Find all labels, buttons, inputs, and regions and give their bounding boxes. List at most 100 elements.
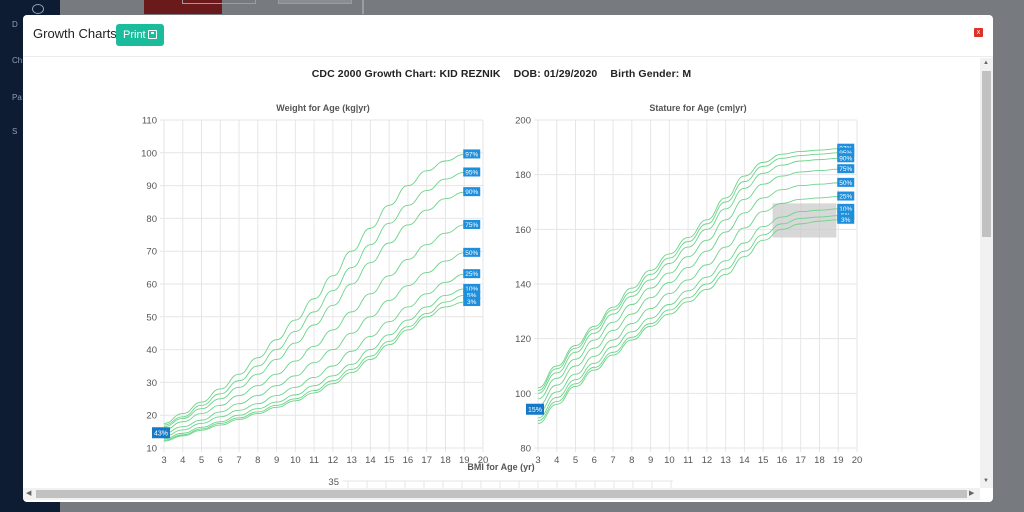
percentile-label-box <box>463 290 481 300</box>
x-tick-label: 12 <box>328 455 339 466</box>
horizontal-scrollbar-thumb[interactable] <box>36 490 967 498</box>
percentile-label-box <box>463 167 481 177</box>
x-tick-label: 9 <box>274 455 279 466</box>
y-tick-label: 80 <box>520 444 531 455</box>
percentile-label-box <box>463 149 481 159</box>
y-tick-label: 50 <box>146 312 157 323</box>
x-tick-label: 8 <box>255 455 260 466</box>
percentile-line <box>537 152 839 392</box>
y-tick-label: 200 <box>515 116 531 127</box>
patient-marker-box <box>526 403 544 415</box>
x-tick-label: 14 <box>739 455 750 466</box>
x-tick-label: 7 <box>610 455 615 466</box>
percentile-label: 10% <box>465 286 478 293</box>
y-tick-label: 30 <box>146 378 157 389</box>
x-tick-label: 3 <box>161 455 166 466</box>
percentile-label: 90% <box>839 155 852 162</box>
percentile-label: 75% <box>465 222 478 229</box>
x-tick-label: 11 <box>309 455 319 466</box>
background-nav-item: Ch <box>12 56 23 65</box>
patient-percentile-label: 15% <box>528 407 542 414</box>
percentile-label: 97% <box>465 151 478 158</box>
x-tick-label: 15 <box>384 455 395 466</box>
patient-percentile-label: 43% <box>154 431 168 438</box>
percentile-line <box>537 215 839 422</box>
x-tick-label: 19 <box>833 455 844 466</box>
y-tick-label: 70 <box>146 247 157 258</box>
bmi-y-tick-label: 35 <box>328 477 339 488</box>
background-button <box>278 0 352 4</box>
percentile-line <box>537 219 839 424</box>
app-logo-icon <box>32 4 44 14</box>
bmi-chart-title: BMI for Age (yr) <box>467 462 534 472</box>
horizontal-scrollbar[interactable]: ◀ ▶ <box>23 488 980 500</box>
chart-title: Stature for Age (cm|yr) <box>649 103 746 113</box>
percentile-label: 25% <box>839 194 852 201</box>
percentile-line <box>163 224 465 431</box>
x-tick-label: 17 <box>421 455 432 466</box>
percentile-label-box <box>463 283 481 293</box>
x-tick-label: 4 <box>180 455 185 466</box>
percentile-line <box>537 148 839 389</box>
x-tick-label: 20 <box>852 455 863 466</box>
percentile-label: 5% <box>467 292 477 299</box>
percentile-label: 50% <box>465 250 478 257</box>
background-field <box>182 0 256 4</box>
percentile-line <box>537 168 839 400</box>
chart-1: Weight for Age (kg|yr) 3 4 5 6 7 8 9 10 11 12 13 14 1… <box>141 103 488 466</box>
growth-charts-svg: Weight for Age (kg|yr) 3 4 5 6 7 8 9 10 11 12 13 14 1… <box>141 103 863 488</box>
y-tick-label: 10 <box>146 444 157 455</box>
scroll-up-icon[interactable]: ▲ <box>983 60 989 66</box>
percentile-line <box>163 252 465 434</box>
x-tick-label: 13 <box>346 455 357 466</box>
y-tick-label: 20 <box>146 411 157 422</box>
x-tick-label: 14 <box>365 455 376 466</box>
percentile-label-box <box>463 187 481 197</box>
y-tick-label: 60 <box>146 280 157 291</box>
scroll-left-icon[interactable]: ◀ <box>26 490 32 497</box>
y-tick-label: 100 <box>515 389 531 400</box>
chart-name: CDC 2000 Growth Chart: KID REZNIK <box>311 68 501 80</box>
x-tick-label: 17 <box>795 455 806 466</box>
y-tick-label: 100 <box>141 148 157 159</box>
percentile-line <box>163 153 465 424</box>
x-tick-label: 3 <box>535 455 540 466</box>
background-nav-item: D <box>12 20 18 29</box>
vertical-scrollbar[interactable]: ▲ ▼ <box>980 58 993 488</box>
percentile-label: 10% <box>839 206 852 213</box>
percentile-label-box <box>837 177 855 187</box>
percentile-line <box>537 208 839 419</box>
y-tick-label: 120 <box>515 334 531 345</box>
percentile-label-box <box>837 203 855 213</box>
percentile-line <box>163 301 465 442</box>
print-button[interactable]: Print <box>116 24 164 46</box>
percentile-label: 25% <box>465 271 478 278</box>
x-tick-label: 5 <box>199 455 204 466</box>
percentile-line <box>163 172 465 426</box>
background-nav-item: Pa <box>12 93 22 102</box>
scroll-down-icon[interactable]: ▼ <box>983 478 989 484</box>
y-tick-label: 140 <box>515 280 531 291</box>
x-tick-label: 6 <box>592 455 597 466</box>
percentile-line <box>537 182 839 407</box>
percentile-line <box>537 196 839 413</box>
save-icon <box>148 30 157 39</box>
percentile-label: 95% <box>465 169 478 176</box>
x-tick-label: 4 <box>554 455 559 466</box>
percentile-label-box <box>837 147 855 157</box>
percentile-line <box>163 191 465 428</box>
y-tick-label: 40 <box>146 345 157 356</box>
y-tick-label: 80 <box>146 214 157 225</box>
percentile-label: 75% <box>839 166 852 173</box>
x-tick-label: 7 <box>236 455 241 466</box>
scroll-right-icon[interactable]: ▶ <box>969 490 975 497</box>
x-tick-label: 16 <box>403 455 414 466</box>
percentile-label: 3% <box>467 299 477 306</box>
vertical-scrollbar-thumb[interactable] <box>982 71 991 237</box>
x-tick-label: 11 <box>683 455 693 466</box>
y-tick-label: 110 <box>142 116 157 127</box>
close-icon[interactable]: x <box>974 28 983 37</box>
percentile-label-box <box>463 219 481 229</box>
modal-header: Growth Charts Print x <box>23 15 993 57</box>
percentile-label: 90% <box>465 189 478 196</box>
